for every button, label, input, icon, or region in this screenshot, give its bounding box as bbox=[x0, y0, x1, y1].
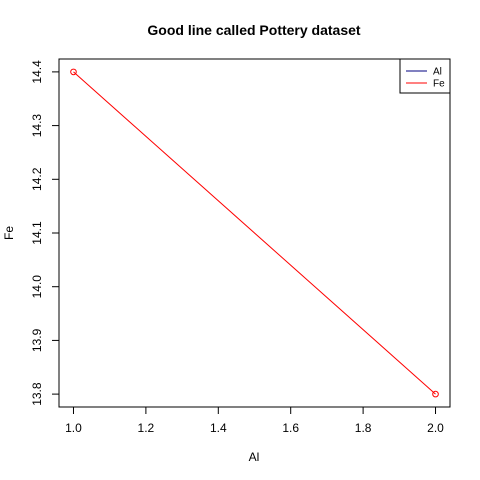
x-tick-label: 1.0 bbox=[65, 421, 82, 435]
x-tick-label: 1.6 bbox=[282, 421, 299, 435]
data-point bbox=[70, 68, 77, 76]
y-tick-label: 13.8 bbox=[30, 382, 44, 406]
legend-box bbox=[399, 58, 451, 94]
x-tick-label: 1.4 bbox=[210, 421, 227, 435]
y-axis-label: Fe bbox=[2, 226, 16, 240]
x-tick-label: 1.2 bbox=[138, 421, 155, 435]
x-axis-label: Al bbox=[249, 450, 260, 464]
chart-title: Good line called Pottery dataset bbox=[147, 22, 361, 38]
series-line bbox=[73, 71, 436, 395]
y-tick-label: 13.9 bbox=[30, 328, 44, 352]
y-tick-label: 14.1 bbox=[30, 221, 44, 245]
y-tick-label: 14.0 bbox=[30, 275, 44, 299]
x-tick-label: 1.8 bbox=[355, 421, 372, 435]
series-layer bbox=[70, 68, 439, 398]
legend-label: Fe bbox=[433, 79, 445, 90]
y-tick-label: 14.3 bbox=[30, 114, 44, 138]
x-tick-label: 2.0 bbox=[427, 421, 444, 435]
y-tick-label: 14.2 bbox=[30, 167, 44, 191]
y-tick-label: 14.4 bbox=[30, 60, 44, 84]
data-point bbox=[432, 390, 439, 398]
x-axis: 1.0 1.2 1.4 1.6 1.8 2.0 bbox=[65, 406, 444, 435]
y-axis: 13.8 13.9 14.0 14.1 14.2 14.3 14.4 bbox=[30, 60, 60, 406]
legend-label: Al bbox=[433, 67, 442, 78]
